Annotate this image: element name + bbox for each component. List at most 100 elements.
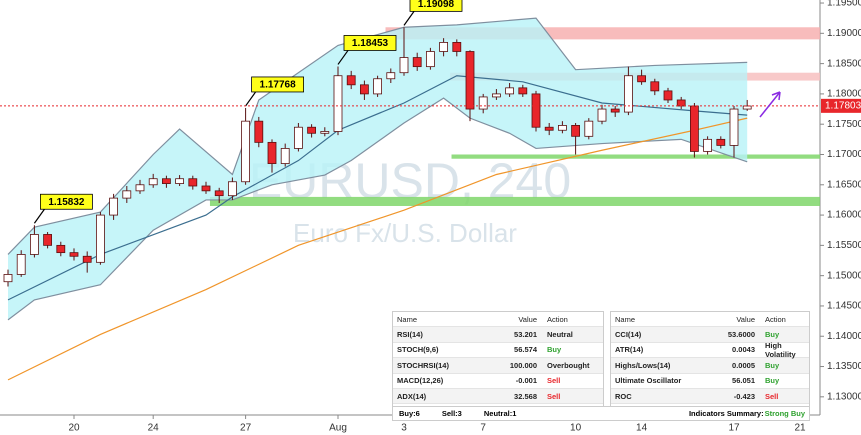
candle-body: [571, 125, 580, 137]
value: 0.0005: [732, 360, 755, 370]
callout-box: [40, 193, 93, 210]
candle-body: [280, 148, 290, 164]
x-tick-label: 20: [68, 423, 80, 434]
summary-bar: Buy:6 Sell:3 Neutral:1 Indicators Summar…: [392, 406, 810, 421]
y-tick-label: 1.13500: [827, 361, 861, 372]
value: 53.6000: [727, 330, 755, 340]
candle-body: [359, 84, 369, 95]
candle-body: [56, 244, 66, 254]
x-tick-label: 21: [794, 423, 806, 434]
y-tick-label: 1.18000: [827, 89, 861, 100]
candle-body: [584, 120, 594, 137]
value: 32.568: [514, 391, 537, 401]
count: Buy:6: [399, 409, 420, 418]
candle-body: [333, 75, 343, 132]
x-tick-label: Aug: [329, 423, 347, 434]
value: 53.201: [514, 330, 537, 340]
candle-body: [690, 105, 699, 152]
candle-body: [729, 108, 739, 146]
table-header: Name Value Action: [611, 312, 809, 326]
callout-label: 1.18453: [352, 38, 389, 49]
action: Buy: [547, 345, 562, 355]
x-tick-label: 17: [728, 423, 740, 434]
candle-body: [491, 93, 501, 98]
candle-body: [399, 57, 409, 74]
arrow: [759, 91, 781, 118]
candle-body: [16, 254, 26, 275]
candle-body: [43, 234, 52, 246]
candle-body: [148, 178, 158, 186]
x-tick-label: 10: [570, 423, 582, 434]
candle-body: [241, 120, 251, 183]
action: Overbought: [547, 360, 590, 370]
table-row: Highs/Lows(14) 0.0005 Buy: [611, 357, 809, 373]
callout-leader: [245, 91, 257, 107]
candle-body: [558, 125, 567, 131]
column-header: Value: [736, 314, 755, 324]
action: Buy: [765, 330, 780, 340]
candle-body: [663, 90, 673, 101]
candle-body: [650, 81, 660, 92]
candle-body: [624, 75, 633, 113]
candle-body: [676, 99, 686, 107]
candle-body: [161, 178, 171, 184]
y-tick-label: 1.16500: [827, 179, 861, 190]
candle-body: [610, 108, 620, 113]
candle-body: [386, 72, 396, 80]
y-tick-label: 1.14500: [827, 301, 861, 312]
candle-body: [29, 234, 39, 255]
indicator-line: [7, 117, 748, 381]
band-fill: [8, 18, 748, 320]
y-tick-label: 1.19500: [827, 0, 861, 9]
value: 56.574: [514, 345, 537, 355]
callout-box: [251, 76, 305, 93]
callout-label: 1.17768: [260, 80, 297, 91]
count: Neutral:1: [483, 409, 517, 418]
value: -0.423: [733, 391, 755, 401]
x-tick-label: 27: [240, 423, 252, 434]
watermark-name: Euro Fx/U.S. Dollar: [293, 218, 517, 248]
table-row: STOCH(9,6) 56.574 Buy: [393, 341, 603, 357]
candle-body: [452, 42, 462, 52]
candle-body: [293, 126, 303, 149]
table-row: ADX(14) 32.568 Sell: [393, 387, 603, 404]
action: Sell: [547, 391, 561, 401]
indicator-name: Highs/Lows(14): [615, 360, 671, 370]
column-header: Value: [518, 314, 537, 324]
callout-label: 1.19098: [418, 0, 455, 10]
value: -0.001: [515, 376, 537, 386]
y-tick-label: 1.13000: [827, 391, 861, 402]
value: 100.000: [509, 360, 537, 370]
candle-body: [109, 197, 118, 216]
last-price-box: [821, 98, 861, 113]
candle-body: [320, 131, 330, 134]
indicator-name: STOCH(9,6): [397, 345, 439, 355]
indicator-name: ADX(14): [397, 391, 427, 401]
column-header: Name: [615, 314, 636, 324]
candle-body: [227, 181, 237, 197]
x-tick-label: 14: [636, 423, 648, 434]
callout-box: [409, 0, 463, 12]
y-tick-label: 1.18500: [827, 58, 861, 69]
candle-body: [122, 190, 132, 199]
candle-body: [716, 138, 726, 146]
column-header: Action: [547, 314, 568, 324]
callout-leader: [33, 208, 45, 224]
candle-body: [703, 138, 712, 152]
table-row: RSI(14) 53.201 Neutral: [393, 326, 603, 342]
callout-box: [343, 35, 397, 51]
y-tick-label: 1.19000: [827, 28, 861, 39]
indicator-name: ROC: [615, 391, 632, 401]
candle-body: [742, 105, 752, 110]
indicator-line: [7, 97, 748, 321]
candle-body: [254, 120, 264, 143]
candle-body: [465, 51, 475, 110]
candle-body: [69, 252, 79, 257]
candle-body: [82, 255, 92, 263]
zone: [209, 196, 820, 206]
x-tick-label: 7: [480, 423, 486, 434]
action: Buy: [765, 376, 780, 386]
arrow-head: [771, 91, 781, 101]
